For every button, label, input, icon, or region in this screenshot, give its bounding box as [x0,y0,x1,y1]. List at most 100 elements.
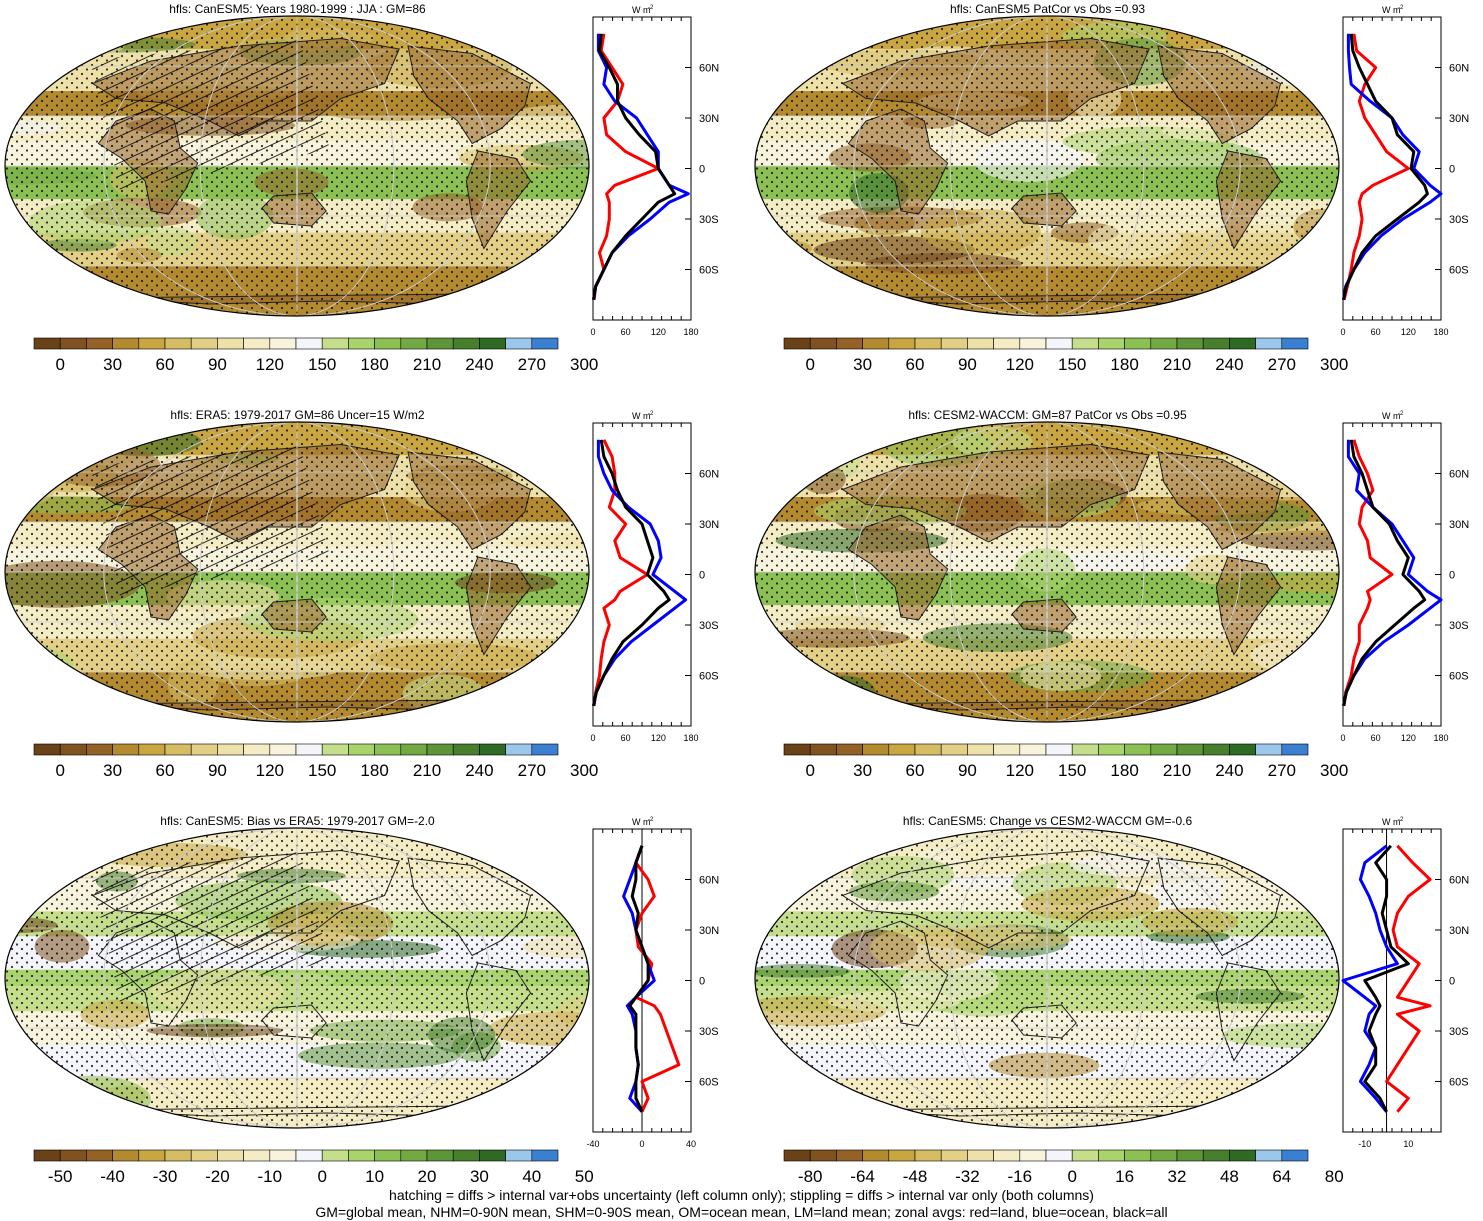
colorbar-label: 30 [103,761,122,780]
series-all [1342,33,1429,301]
lat-label: 60S [699,265,719,277]
colorbar-label: -30 [153,1167,178,1186]
colorbar-swatch [138,743,166,756]
panel-canesm5-change: hfls: CanESM5: Change vs CESM2-WACCM GM=… [750,812,1483,1217]
panel-graphics: W m-2 60N 30N 0 30S 60S 0 60 120 180 0 30 60 90 120 150… [4,411,719,780]
lat-label: 30N [1449,925,1469,937]
colorbar-label: 0 [1067,1167,1076,1186]
panel-canesm5-climatology: hfls: CanESM5: Years 1980-1999 : JJA : G… [0,0,741,405]
lat-label: 0 [699,976,705,988]
colorbar-label: 0 [317,1167,326,1186]
lat-label: 60N [699,63,719,75]
colorbar-label: 180 [1110,761,1138,780]
colorbar-swatch [1019,337,1047,350]
colorbar-swatch [914,743,942,756]
colorbar-swatch [243,337,271,350]
map-field [5,828,589,1128]
colorbar-swatch [164,337,192,350]
units-exponent: -2 [648,411,654,417]
colorbar-swatch [1071,743,1099,756]
panel-graphics: W m-2 60N 30N 0 30S 60S 0 60 120 180 0 30 60 90 120 150… [4,5,719,374]
zonal-profile: W m-2 60N 30N 0 30S 60S -10 10 [1341,817,1469,1149]
colorbar-swatch [1176,743,1204,756]
lat-label: 60S [699,1077,719,1089]
colorbar-label: 80 [1325,1167,1344,1186]
colorbar-label: 90 [208,761,227,780]
graticule-lon [949,422,1145,722]
colorbar-label: 0 [805,355,814,374]
colorbar-swatch [295,1149,323,1162]
colorbar-swatch [295,337,323,350]
colorbar-swatch [374,337,402,350]
colorbar-swatch [190,1149,218,1162]
colorbar: 0 30 60 90 120 150 180 210 240 270 300 [33,337,598,374]
graticule-lon [103,16,491,316]
colorbar-label: 50 [575,1167,594,1186]
panel-canesm5-patcor: hfls: CanESM5 PatCor vs Obs =0.93 W m -2 6… [750,0,1483,405]
colorbar-swatch [112,337,140,350]
zonal-profile: W m-2 60N 30N 0 30S 60S 0 60 120 180 [590,411,719,743]
colorbar-swatch [888,337,916,350]
x-tick-label: 60 [621,733,631,743]
colorbar-label: 30 [470,1167,489,1186]
colorbar-swatch [1098,337,1125,350]
colorbar-swatch [269,743,297,756]
colorbar-label: -48 [903,1167,928,1186]
colorbar-label: 0 [55,355,64,374]
colorbar-label: 40 [522,1167,541,1186]
field-blob [5,685,100,713]
x-tick-label: 180 [1433,733,1448,743]
colorbar-label: 180 [360,761,388,780]
colorbar-label: 210 [1163,761,1191,780]
panel-graphics: W m-2 60N 30N 0 30S 60S 0 60 120 180 0 30 60 90 120 150… [754,5,1469,374]
colorbar-label: 0 [805,761,814,780]
colorbar-swatch [1150,743,1178,756]
footer-line-1: hatching = diffs > internal var+obs unce… [389,1187,1094,1203]
colorbar-swatch [505,743,533,756]
colorbar-swatch [138,337,166,350]
colorbar-label: 60 [906,761,925,780]
colorbar-label: -10 [258,1167,283,1186]
lat-label: 60N [699,469,719,481]
colorbar-swatch [59,743,87,756]
colorbar-label: 10 [365,1167,384,1186]
colorbar-label: 30 [853,761,872,780]
colorbar-swatch [1150,337,1178,350]
colorbar-label: 240 [1215,355,1243,374]
colorbar-swatch [783,743,811,756]
colorbar-label: 300 [1320,761,1348,780]
colorbar-swatch [243,1149,271,1162]
panel-title: hfls: ERA5: 1979-2017 GM=86 Uncer=15 W/m… [170,408,425,422]
map-boundary [4,827,590,1129]
graticule-lon [103,422,491,722]
colorbar-label: 180 [1110,355,1138,374]
footer-line-2: GM=global mean, NHM=0-90N mean, SHM=0-90… [315,1204,1168,1220]
lat-label: 60N [1449,875,1469,887]
map-boundary [754,421,1340,723]
panel-cesm2-waccm-climatology: hfls: CESM2-WACCM: GM=87 PatCor vs Obs =… [750,406,1483,811]
map-boundary [754,827,1340,1129]
colorbar-swatch [452,1149,480,1162]
colorbar-label: 300 [570,355,598,374]
units-label: W m [1382,5,1401,15]
lat-label: 0 [1449,570,1455,582]
graticule-lon [1046,16,1048,316]
colorbar-swatch [400,743,428,756]
colorbar-label: 270 [518,761,546,780]
zonal-profile: W m-2 60N 30N 0 30S 60S 0 60 120 180 [1340,5,1469,337]
graticule-lon [1046,422,1048,722]
colorbar-swatch [940,1149,968,1162]
x-tick-label: 40 [686,1139,696,1149]
colorbar-swatch [809,1149,837,1162]
map-field [5,16,589,316]
colorbar-label: 60 [156,355,175,374]
colorbar-label: 32 [1168,1167,1187,1186]
colorbar-swatch [1124,743,1152,756]
colorbar-swatch [967,337,994,350]
colorbar: -50 -40 -30 -20 -10 0 10 20 30 40 50 [33,1149,594,1186]
colorbar-label: -16 [1008,1167,1033,1186]
colorbar-swatch [1019,743,1047,756]
zonal-frame [592,422,692,727]
lat-label: 60N [699,875,719,887]
colorbar-swatch [914,337,942,350]
